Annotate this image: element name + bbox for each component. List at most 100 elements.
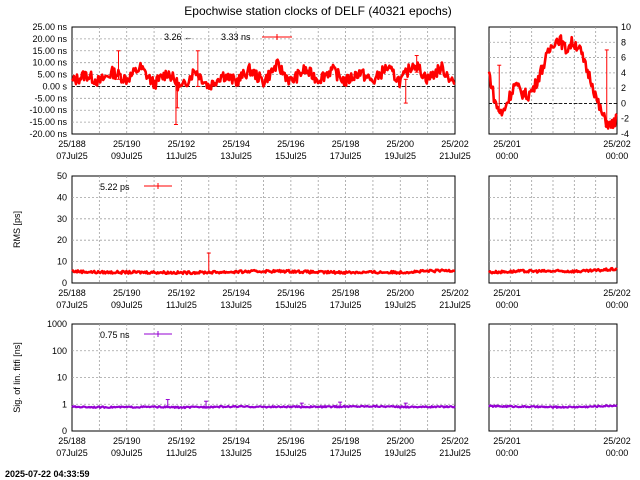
y-tick-label: 20 — [57, 235, 67, 245]
series-line — [487, 266, 618, 275]
x-tick-label: 07Jul25 — [56, 300, 88, 310]
y-tick-label: 10 — [57, 257, 67, 267]
x-tick-label: 00:00 — [606, 448, 629, 458]
y-tick-label: 2 — [621, 83, 626, 93]
x-tick-label: 25/190 — [113, 436, 141, 446]
x-tick-label: 25/194 — [222, 436, 250, 446]
x-tick-label: 17Jul25 — [330, 151, 362, 161]
y-axis-label: Sig. of lin. fitfi [ns] — [12, 342, 22, 413]
x-tick-label: 13Jul25 — [220, 151, 252, 161]
x-tick-label: 25/198 — [332, 288, 360, 298]
x-tick-label: 25/200 — [387, 139, 415, 149]
x-tick-label: 25/188 — [58, 288, 86, 298]
x-tick-label: 25/188 — [58, 139, 86, 149]
x-tick-label: 21Jul25 — [439, 151, 471, 161]
y-tick-label: 1 — [62, 399, 67, 409]
x-tick-label: 25/200 — [387, 288, 415, 298]
y-tick-label: 50 — [57, 171, 67, 181]
x-tick-label: 11Jul25 — [166, 300, 197, 310]
x-tick-label: 11Jul25 — [166, 151, 197, 161]
x-tick-label: 00:00 — [496, 300, 519, 310]
x-tick-label: 07Jul25 — [56, 448, 88, 458]
x-tick-label: 25/202 — [603, 436, 631, 446]
y-tick-label: -10.00 ns — [29, 105, 67, 115]
y-tick-label: 6 — [621, 53, 626, 63]
x-tick-label: 25/198 — [332, 436, 360, 446]
legend-entry-2: 3.33 ns — [221, 32, 251, 42]
series-line — [488, 404, 618, 409]
y-tick-label: 0 — [62, 278, 67, 288]
timestamp-label: 2025-07-22 04:33:59 — [5, 469, 90, 479]
x-tick-label: 07Jul25 — [56, 151, 88, 161]
x-tick-label: 25/202 — [441, 139, 469, 149]
x-tick-label: 25/196 — [277, 436, 305, 446]
series-line — [487, 34, 618, 130]
x-tick-label: 15Jul25 — [275, 151, 307, 161]
x-tick-label: 11Jul25 — [166, 448, 197, 458]
y-tick-label: 40 — [57, 192, 67, 202]
legend-entry-1: 3.26 ← — [164, 32, 193, 42]
figure-title: Epochwise station clocks of DELF (40321 … — [184, 4, 451, 18]
x-tick-label: 25/190 — [113, 139, 141, 149]
x-tick-label: 09Jul25 — [111, 300, 143, 310]
y-tick-label: 1000 — [47, 319, 67, 329]
x-tick-label: 25/202 — [441, 436, 469, 446]
x-tick-label: 00:00 — [606, 151, 629, 161]
x-tick-label: 19Jul25 — [385, 151, 417, 161]
x-tick-label: 25/198 — [332, 139, 360, 149]
x-tick-label: 25/202 — [603, 288, 631, 298]
panel-rms-main: 25/188 07Jul25 25/190 09Jul25 25/192 11Jul25 2… — [12, 171, 471, 310]
x-tick-label: 19Jul25 — [385, 300, 417, 310]
y-tick-label: 10 — [57, 373, 67, 383]
x-tick-label: 25/194 — [222, 139, 250, 149]
x-tick-label: 00:00 — [606, 300, 629, 310]
x-tick-label: 19Jul25 — [385, 448, 417, 458]
x-tick-label: 25/202 — [441, 288, 469, 298]
y-tick-label: -4 — [621, 129, 629, 139]
x-tick-label: 13Jul25 — [220, 448, 252, 458]
series-line — [71, 268, 456, 276]
y-tick-label: 8 — [621, 37, 626, 47]
x-tick-label: 09Jul25 — [111, 151, 143, 161]
x-tick-label: 25/194 — [222, 288, 250, 298]
x-tick-label: 25/192 — [168, 288, 196, 298]
y-tick-label: -20.00 ns — [29, 129, 67, 139]
y-tick-label: 20.00 ns — [32, 34, 67, 44]
y-tick-label: -15.00 ns — [29, 117, 67, 127]
y-tick-label: 15.00 ns — [32, 46, 67, 56]
y-tick-label: 10.00 ns — [32, 58, 67, 68]
x-tick-label: 25/188 — [58, 436, 86, 446]
legend-entry-1: 0.75 ns — [100, 330, 130, 340]
y-tick-label: 25.00 ns — [32, 22, 67, 32]
series-line — [70, 58, 456, 92]
x-tick-label: 25/190 — [113, 288, 141, 298]
x-tick-label: 25/201 — [493, 288, 521, 298]
x-tick-label: 17Jul25 — [330, 300, 362, 310]
x-tick-label: 13Jul25 — [220, 300, 252, 310]
x-tick-label: 25/196 — [277, 288, 305, 298]
x-tick-label: 25/196 — [277, 139, 305, 149]
panel-sig-main: 25/188 07Jul25 25/190 09Jul25 25/192 11Jul25 2… — [12, 319, 471, 458]
x-tick-label: 21Jul25 — [439, 300, 471, 310]
x-tick-label: 15Jul25 — [275, 300, 307, 310]
x-tick-label: 25/200 — [387, 436, 415, 446]
legend-entry-1: 5.22 ps — [100, 182, 130, 192]
y-tick-label: -2 — [621, 114, 629, 124]
y-tick-label: 0.00 s — [42, 81, 67, 91]
x-tick-label: 25/192 — [168, 436, 196, 446]
panel-clock-zoom: 25/201 00:00 25/202 00:00 10 8 6 4 2 0 -2 -4 — [487, 22, 631, 161]
x-tick-label: 17Jul25 — [330, 448, 362, 458]
series-line — [71, 404, 456, 410]
y-tick-label: 0 — [621, 98, 626, 108]
x-tick-label: 00:00 — [496, 151, 519, 161]
y-tick-label: 100 — [52, 346, 67, 356]
panel-rms-zoom: 25/201 00:00 25/202 00:00 — [487, 175, 631, 310]
y-tick-label: 10 — [621, 22, 631, 32]
x-tick-label: 25/202 — [603, 139, 631, 149]
x-tick-label: 00:00 — [496, 448, 519, 458]
x-tick-label: 15Jul25 — [275, 448, 307, 458]
x-tick-label: 25/201 — [493, 139, 521, 149]
y-tick-label: 5.00 ns — [37, 70, 67, 80]
y-tick-label: -5.00 ns — [34, 93, 67, 103]
panel-clock-main: 25/188 07Jul25 25/190 09Jul25 25/192 11Jul25 2… — [29, 22, 470, 161]
